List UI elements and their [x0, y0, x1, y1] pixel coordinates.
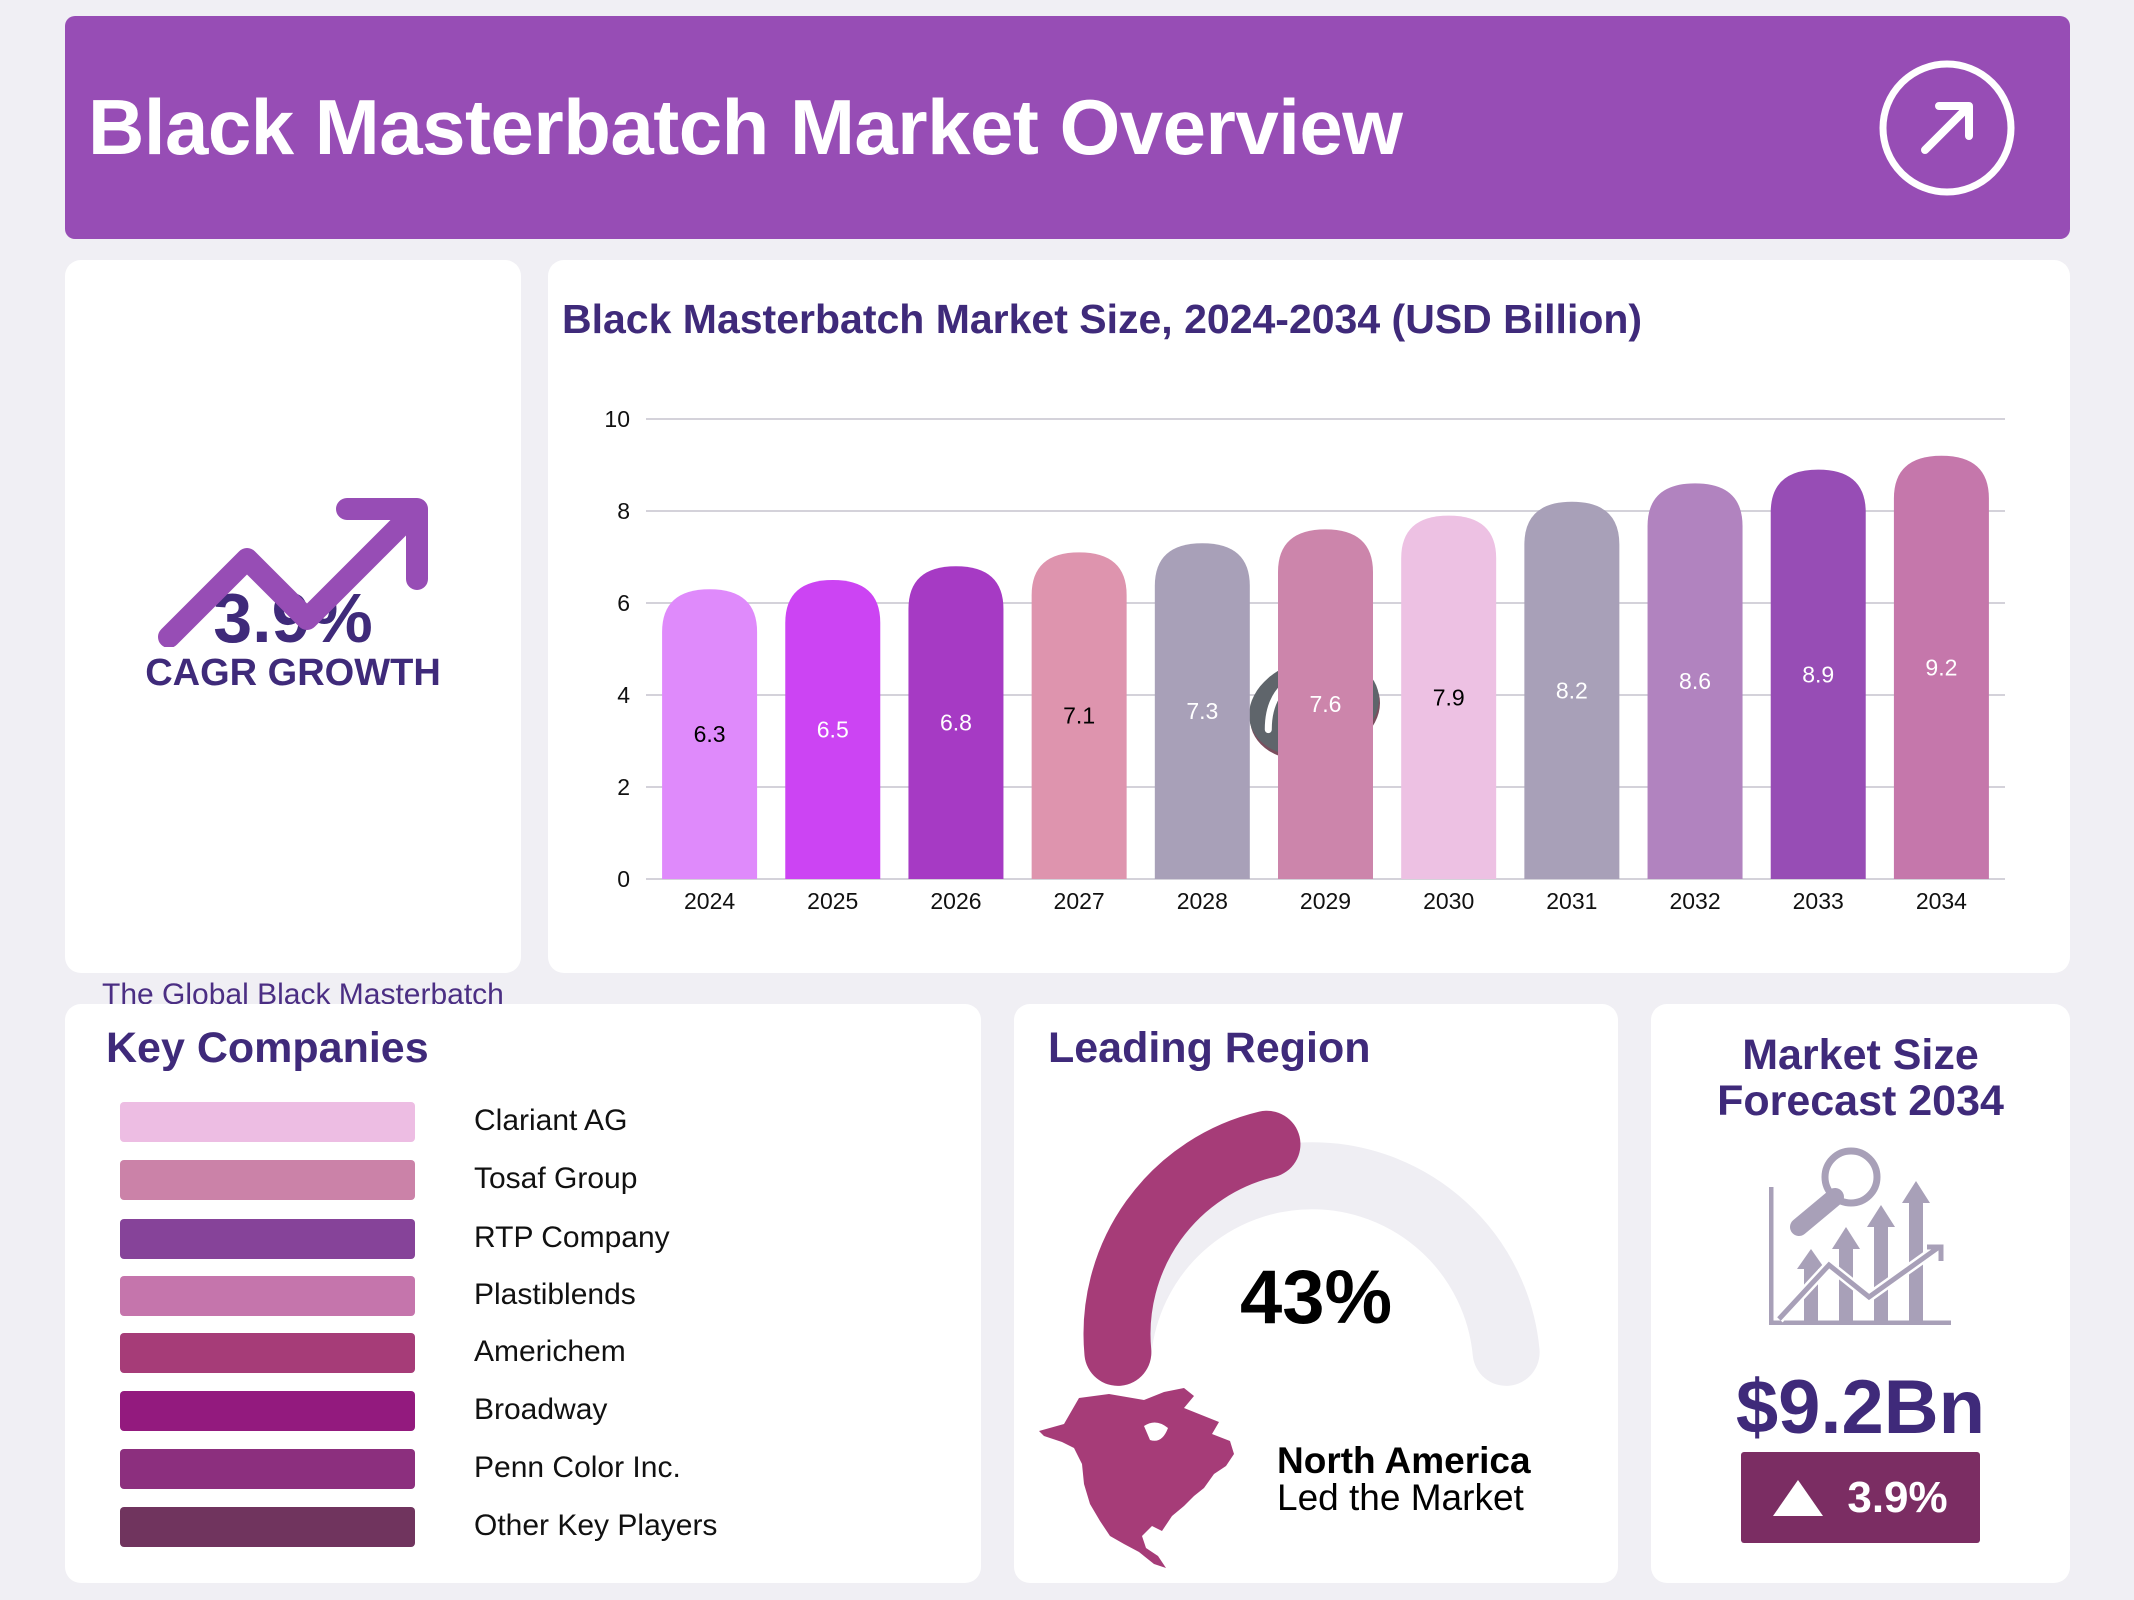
company-color-swatch	[120, 1102, 415, 1142]
bar-value-label: 6.5	[817, 717, 849, 743]
x-tick-label: 2026	[930, 888, 981, 914]
y-tick-label: 2	[617, 774, 630, 800]
bar-value-label: 7.3	[1186, 698, 1218, 724]
arrow-up-right-circle-icon	[1879, 60, 2015, 196]
company-row: Penn Color Inc.	[120, 1449, 720, 1489]
bar-value-label: 7.1	[1063, 703, 1095, 729]
region-gauge	[1083, 1110, 1540, 1386]
key-companies-card: Key Companies Clariant AG Tosaf Group RTP …	[65, 1004, 981, 1583]
bar-value-label: 8.6	[1679, 668, 1711, 694]
north-america-map-icon	[1039, 1388, 1234, 1568]
company-color-swatch	[120, 1276, 415, 1316]
bar-value-label: 7.6	[1310, 691, 1342, 717]
x-tick-label: 2028	[1177, 888, 1228, 914]
x-tick-label: 2025	[807, 888, 858, 914]
company-name: Other Key Players	[474, 1509, 718, 1542]
bar-2025	[785, 580, 881, 879]
gauge-fill	[1083, 1110, 1301, 1386]
cagr-card: 3.9% CAGR GROWTH The Global Black Master…	[65, 260, 521, 1175]
x-tick-label: 2033	[1793, 888, 1844, 914]
y-tick-label: 8	[617, 498, 630, 524]
chart-card: Black Masterbatch Market Size, 2024-2034…	[548, 260, 2070, 973]
company-color-swatch	[120, 1333, 415, 1373]
leading-region-title: Leading Region	[1048, 1024, 1371, 1072]
region-subtitle: Led the Market	[1277, 1477, 1524, 1518]
bar-value-label: 6.3	[694, 721, 726, 747]
company-name: Clariant AG	[474, 1104, 628, 1137]
x-tick-label: 2034	[1916, 888, 1967, 914]
leading-region-card: Leading Region 43% North America Led the…	[1014, 1004, 1618, 1583]
bar-2031	[1524, 501, 1620, 879]
bar-2030	[1401, 515, 1497, 879]
bar-value-label: 6.8	[940, 710, 972, 736]
company-name: Plastiblends	[474, 1278, 636, 1311]
company-row: RTP Company	[120, 1219, 720, 1259]
forecast-title: Market Size Forecast 2034	[1651, 1032, 2070, 1124]
company-color-swatch	[120, 1219, 415, 1259]
region-name: North America	[1277, 1440, 1531, 1481]
company-name: Broadway	[474, 1393, 608, 1426]
x-tick-label: 2029	[1300, 888, 1351, 914]
y-tick-label: 10	[604, 406, 630, 432]
bar-chart: 0 2 4 6 8 10 6.3 2024 6.5 2025 6.8 2026 7.1 2027 7.3 20…	[604, 406, 2005, 914]
company-name: Americhem	[474, 1335, 626, 1368]
company-color-swatch	[120, 1507, 415, 1547]
cagr-label: CAGR GROWTH	[145, 652, 441, 694]
growth-value: 3.9%	[1847, 1472, 1948, 1522]
company-row: Broadway	[120, 1391, 720, 1431]
growth-badge: 3.9%	[1741, 1452, 1980, 1543]
trend-up-arrow-icon	[158, 498, 428, 647]
company-name: Penn Color Inc.	[474, 1451, 681, 1484]
bar-2028	[1154, 543, 1250, 879]
company-row: Tosaf Group	[120, 1160, 720, 1200]
y-tick-label: 4	[617, 682, 630, 708]
region-share-value: 43%	[1239, 1255, 1393, 1340]
forecast-title-line1: Market Size	[1742, 1031, 1979, 1079]
bar-2024	[662, 589, 758, 879]
x-tick-label: 2030	[1423, 888, 1474, 914]
bar-2029	[1278, 529, 1373, 879]
bar-2032	[1647, 483, 1743, 879]
bar-2027	[1031, 552, 1127, 879]
x-tick-label: 2027	[1054, 888, 1105, 914]
chart-title: Black Masterbatch Market Size, 2024-2034…	[562, 296, 1643, 342]
company-name: RTP Company	[474, 1221, 670, 1254]
company-row: Americhem	[120, 1333, 720, 1373]
company-name: Tosaf Group	[474, 1162, 638, 1195]
company-color-swatch	[120, 1391, 415, 1431]
triangle-up-icon	[1773, 1479, 1824, 1516]
y-tick-label: 0	[617, 866, 630, 892]
bar-value-label: 7.9	[1433, 684, 1465, 710]
page-title: Black Masterbatch Market Overview	[88, 83, 1403, 171]
forecast-value: $9.2Bn	[1735, 1365, 1986, 1450]
chart-magnifier-icon	[1769, 1147, 1951, 1325]
forecast-card: Market Size Forecast 2034 $9.2Bn 3.9%	[1651, 1004, 2070, 1583]
company-color-swatch	[120, 1160, 415, 1200]
y-tick-label: 6	[617, 590, 630, 616]
bar-value-label: 9.2	[1925, 654, 1957, 680]
company-row: Clariant AG	[120, 1102, 720, 1142]
key-companies-title: Key Companies	[106, 1024, 429, 1072]
bar-value-label: 8.9	[1802, 661, 1834, 687]
company-row: Other Key Players	[120, 1507, 720, 1547]
x-tick-label: 2031	[1546, 888, 1597, 914]
bar-2026	[908, 566, 1004, 879]
bar-value-label: 8.2	[1556, 677, 1588, 703]
forecast-title-line2: Forecast 2034	[1717, 1077, 2004, 1125]
x-tick-label: 2032	[1669, 888, 1720, 914]
x-tick-label: 2024	[684, 888, 735, 914]
header-banner: Black Masterbatch Market Overview	[65, 16, 2070, 239]
company-color-swatch	[120, 1449, 415, 1489]
bar-2033	[1770, 469, 1866, 879]
company-row: Plastiblends	[120, 1276, 720, 1316]
bar-2034	[1893, 455, 1989, 879]
